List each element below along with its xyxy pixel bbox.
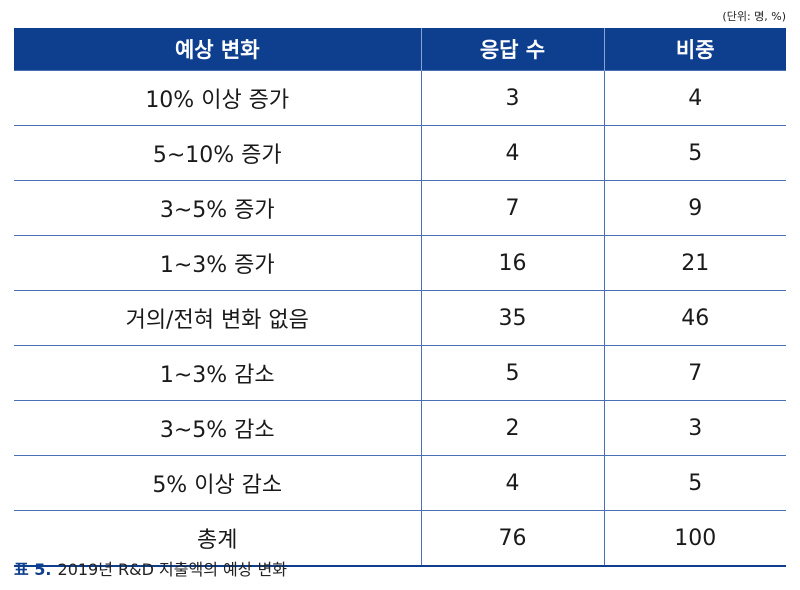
row-label: 5~10% 증가 <box>14 125 421 181</box>
row-share: 7 <box>603 345 786 401</box>
data-table: 예상 변화 응답 수 비중 10% 이상 증가 3 4 5~10% 증가 4 5… <box>14 28 786 567</box>
row-share: 5 <box>603 455 786 511</box>
row-count: 7 <box>420 180 604 236</box>
table-row: 5~10% 증가 4 5 <box>14 125 786 181</box>
row-share: 46 <box>603 290 786 346</box>
row-label: 거의/전혀 변화 없음 <box>14 290 421 346</box>
row-count: 3 <box>420 70 604 126</box>
header-row: 예상 변화 응답 수 비중 <box>14 28 786 71</box>
row-count: 16 <box>420 235 604 291</box>
total-count: 76 <box>420 510 604 567</box>
row-label: 10% 이상 증가 <box>14 70 421 126</box>
row-share: 9 <box>603 180 786 236</box>
row-count: 5 <box>420 345 604 401</box>
row-label: 3~5% 감소 <box>14 400 421 456</box>
row-count: 2 <box>420 400 604 456</box>
total-row: 총계 76 100 <box>14 510 786 567</box>
row-share: 4 <box>603 70 786 126</box>
table-caption: 표 5. 2019년 R&D 지출액의 예상 변화 <box>14 556 287 580</box>
row-label: 3~5% 증가 <box>14 180 421 236</box>
table-row: 1~3% 증가 16 21 <box>14 235 786 291</box>
row-label: 1~3% 증가 <box>14 235 421 291</box>
table-row: 10% 이상 증가 3 4 <box>14 70 786 126</box>
row-count: 35 <box>420 290 604 346</box>
header-share: 비중 <box>603 28 786 71</box>
table-row: 3~5% 증가 7 9 <box>14 180 786 236</box>
row-share: 3 <box>603 400 786 456</box>
caption-text: 2019년 R&D 지출액의 예상 변화 <box>57 560 287 579</box>
row-share: 5 <box>603 125 786 181</box>
row-label: 5% 이상 감소 <box>14 455 421 511</box>
table-row: 5% 이상 감소 4 5 <box>14 455 786 511</box>
header-response-count: 응답 수 <box>420 28 604 71</box>
row-count: 4 <box>420 455 604 511</box>
table-row: 거의/전혀 변화 없음 35 46 <box>14 290 786 346</box>
row-share: 21 <box>603 235 786 291</box>
unit-note: (단위: 명, %) <box>722 10 786 23</box>
header-expected-change: 예상 변화 <box>14 28 421 71</box>
table-row: 3~5% 감소 2 3 <box>14 400 786 456</box>
total-label: 총계 <box>14 510 421 567</box>
caption-label: 표 5. <box>14 560 52 579</box>
row-label: 1~3% 감소 <box>14 345 421 401</box>
table-row: 1~3% 감소 5 7 <box>14 345 786 401</box>
total-share: 100 <box>603 510 786 567</box>
row-count: 4 <box>420 125 604 181</box>
